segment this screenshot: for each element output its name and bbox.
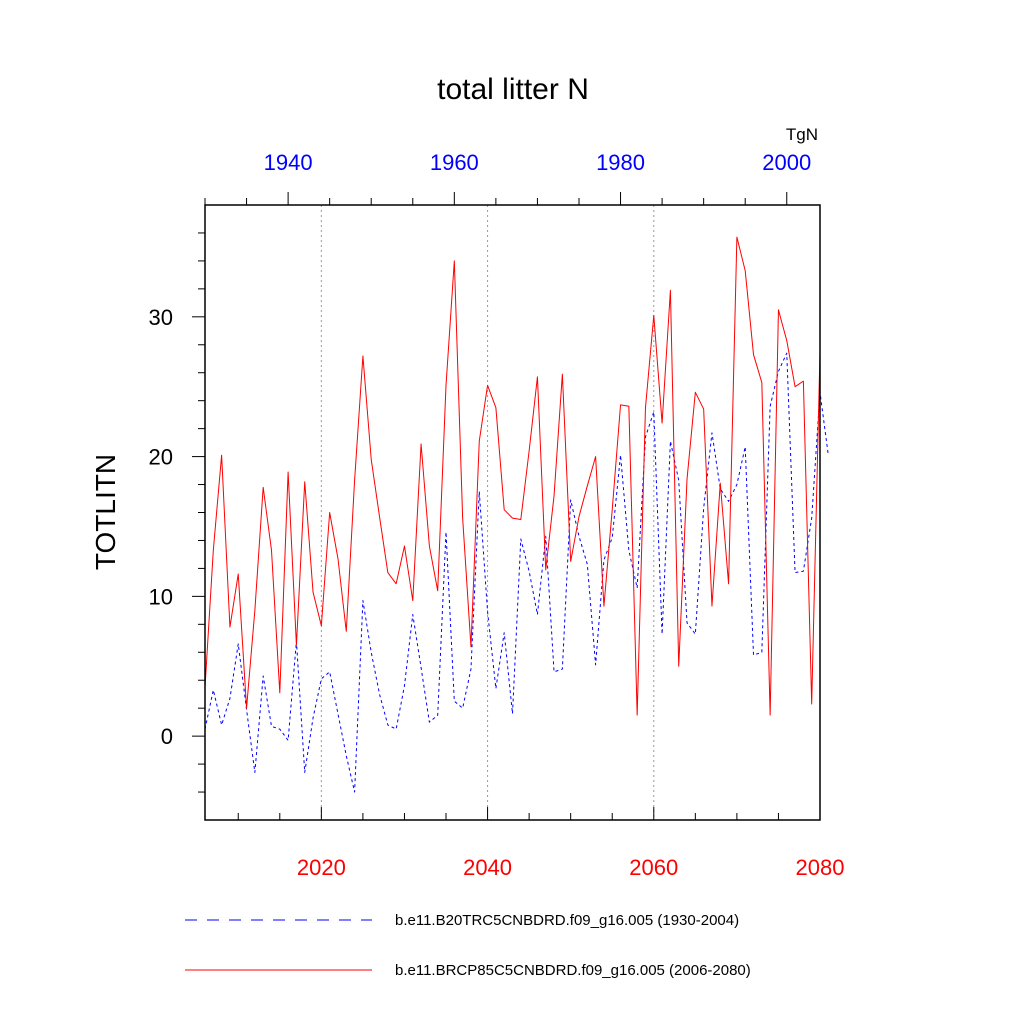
y-tick-label: 0 bbox=[161, 724, 173, 749]
x-top-tick-label: 1960 bbox=[430, 150, 479, 175]
x-bottom-tick-label: 2020 bbox=[297, 855, 346, 880]
series-lines bbox=[204, 236, 829, 793]
grid-lines bbox=[320, 205, 655, 820]
units-label: TgN bbox=[786, 125, 818, 144]
x-top-tick-label: 1980 bbox=[596, 150, 645, 175]
series-line-1 bbox=[204, 236, 821, 716]
x-bottom-tick-label: 2080 bbox=[796, 855, 845, 880]
legend: b.e11.B20TRC5CNBDRD.f09_g16.005 (1930-20… bbox=[185, 912, 751, 979]
x-bottom-tick-label: 2060 bbox=[629, 855, 678, 880]
axis-ticks: 0 10 20 30 2020 2040 2060 2080 1940 1960 1980 2000 bbox=[149, 150, 845, 880]
y-tick-label: 10 bbox=[149, 584, 173, 609]
legend-label-rcp85: b.e11.BRCP85C5CNBDRD.f09_g16.005 (2006-2… bbox=[395, 962, 751, 979]
series-line-0 bbox=[204, 352, 829, 793]
x-top-tick-label: 1940 bbox=[264, 150, 313, 175]
x-bottom-tick-label: 2040 bbox=[463, 855, 512, 880]
y-axis-label: TOTLITN bbox=[90, 454, 121, 570]
x-top-tick-label: 2000 bbox=[762, 150, 811, 175]
y-tick-label: 20 bbox=[149, 445, 173, 470]
legend-label-historical: b.e11.B20TRC5CNBDRD.f09_g16.005 (1930-20… bbox=[395, 912, 739, 929]
y-tick-label: 30 bbox=[149, 305, 173, 330]
chart-title: total litter N bbox=[437, 73, 589, 106]
plot-frame bbox=[204, 204, 821, 821]
